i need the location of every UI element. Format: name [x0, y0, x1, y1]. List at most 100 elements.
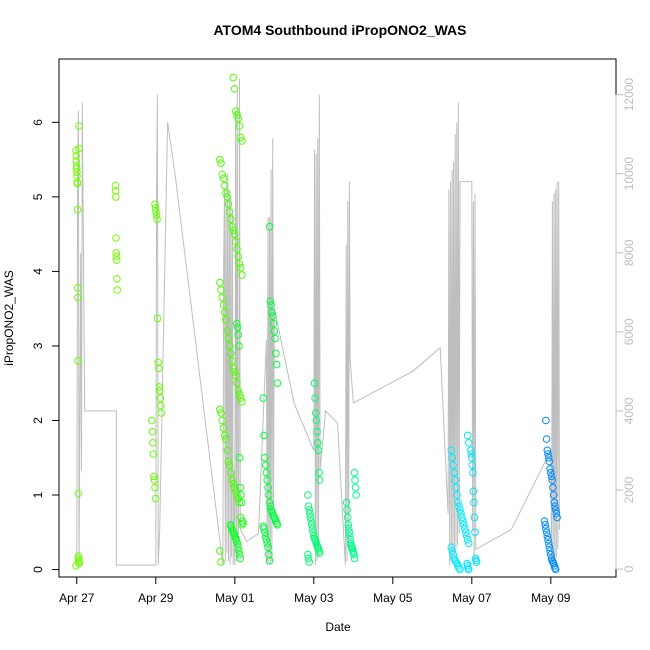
data-point: [228, 357, 236, 365]
data-point: [260, 431, 268, 440]
data-point: [229, 73, 238, 82]
data-point: [217, 286, 225, 294]
data-point: [72, 157, 81, 165]
data-point: [463, 559, 471, 568]
data-point: [235, 390, 244, 399]
x-tick-label: May 03: [294, 591, 334, 605]
altitude-line-layer: [76, 78, 560, 566]
x-tick-label: May 09: [531, 591, 571, 605]
data-point: [152, 208, 160, 216]
data-point: [74, 293, 82, 302]
data-point: [218, 170, 226, 179]
data-point: [112, 193, 120, 201]
data-point: [151, 204, 160, 212]
data-point: [232, 107, 240, 115]
data-point: [234, 331, 242, 339]
data-point: [455, 502, 463, 511]
data-point: [222, 189, 230, 197]
data-point: [262, 468, 271, 477]
data-point: [235, 550, 244, 559]
data-point: [72, 161, 81, 170]
data-point: [217, 409, 225, 417]
data-point: [217, 159, 225, 168]
data-point: [234, 252, 242, 261]
data-point: [544, 453, 553, 462]
scatter-points-layer: [72, 73, 561, 574]
data-point: [271, 334, 279, 343]
data-point: [73, 205, 82, 214]
data-point: [266, 502, 275, 511]
data-point: [551, 502, 559, 511]
y2-tick-label: 10000: [622, 157, 636, 191]
y-tick-label: 5: [31, 193, 45, 200]
data-point: [547, 550, 555, 559]
data-point: [265, 498, 274, 507]
data-point: [224, 457, 233, 466]
y-axis-label: iPropONO2_WAS: [2, 270, 16, 366]
data-point: [542, 528, 551, 537]
data-point: [342, 498, 351, 507]
data-point: [456, 506, 464, 514]
data-point: [238, 517, 247, 525]
data-point: [222, 316, 230, 324]
data-point: [72, 152, 80, 160]
data-point: [459, 517, 467, 525]
data-point: [456, 565, 464, 574]
data-point: [550, 498, 559, 507]
data-point: [449, 461, 458, 470]
data-point: [269, 319, 278, 328]
data-point: [264, 483, 272, 492]
data-point: [229, 364, 238, 373]
data-point: [227, 468, 235, 477]
data-point: [75, 144, 83, 153]
data-point: [540, 517, 549, 525]
data-point: [226, 521, 235, 529]
data-point: [470, 498, 478, 507]
data-point: [223, 327, 231, 335]
data-point: [471, 528, 479, 537]
data-point: [452, 483, 460, 492]
data-point: [309, 528, 317, 537]
data-point: [75, 122, 83, 130]
data-point: [230, 230, 239, 238]
data-point: [308, 521, 316, 529]
data-point: [346, 535, 355, 544]
data-point: [268, 312, 277, 320]
data-point: [154, 364, 163, 373]
data-point: [235, 547, 243, 555]
data-point: [217, 558, 225, 566]
data-point: [265, 491, 273, 499]
data-point: [304, 550, 312, 559]
data-point: [304, 502, 313, 511]
y2-tick-label: 8000: [622, 239, 636, 266]
x-tick-label: Apr 27: [59, 591, 95, 605]
data-point: [544, 450, 552, 458]
data-point: [551, 506, 560, 514]
data-point: [345, 528, 354, 537]
data-point: [343, 513, 352, 522]
data-point: [467, 446, 475, 455]
data-point: [267, 506, 275, 514]
data-point: [230, 483, 239, 492]
data-point: [310, 532, 318, 540]
y2-tick-label: 4000: [622, 397, 636, 424]
data-point: [73, 284, 82, 292]
data-point: [272, 360, 281, 369]
data-point: [223, 193, 231, 201]
y-tick-label: 4: [31, 268, 45, 275]
data-point: [268, 507, 276, 516]
y2-tick-label: 6000: [622, 318, 636, 345]
data-point: [306, 513, 315, 522]
data-point: [225, 342, 234, 350]
data-point: [310, 379, 319, 388]
data-point: [306, 509, 314, 518]
data-point: [237, 498, 246, 507]
y-tick-label: 2: [31, 417, 45, 424]
data-point: [262, 535, 271, 544]
data-point: [234, 114, 242, 123]
data-point: [547, 472, 556, 481]
data-point: [264, 543, 272, 552]
data-point: [220, 431, 229, 440]
data-point: [155, 383, 163, 391]
data-point: [543, 446, 552, 455]
